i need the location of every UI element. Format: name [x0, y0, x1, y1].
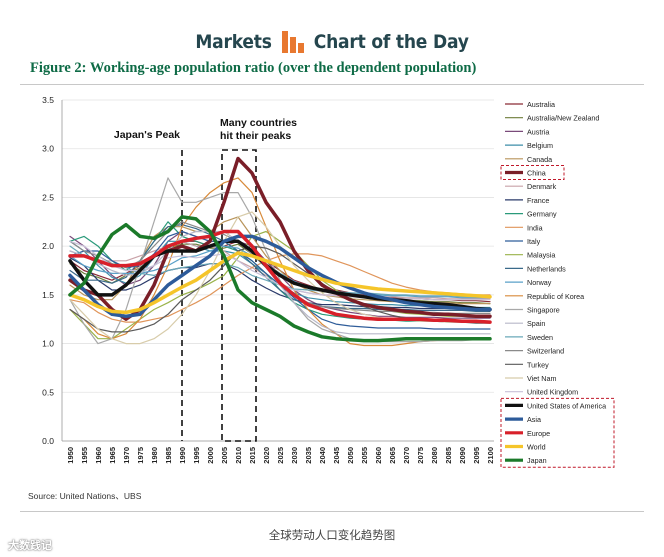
x-tick-label: 2055 — [360, 447, 369, 464]
y-tick-label: 1.0 — [42, 339, 54, 349]
x-tick-label: 2010 — [234, 447, 243, 464]
series-line-singapore — [69, 177, 491, 345]
x-tick-label: 1985 — [164, 447, 173, 464]
legend-label: India — [527, 223, 543, 232]
y-tick-label: 3.5 — [42, 95, 54, 105]
x-tick-label: 2085 — [444, 447, 453, 464]
x-tick-label: 1980 — [150, 447, 159, 464]
legend-label: United States of America — [527, 401, 606, 410]
x-tick-label: 2025 — [276, 447, 285, 464]
legend-label: Canada — [527, 155, 552, 164]
y-tick-label: 2.5 — [42, 192, 54, 202]
x-tick-label: 2045 — [332, 447, 341, 464]
x-tick-label: 1965 — [108, 447, 117, 464]
legend-label: Italy — [527, 237, 541, 246]
legend-label: Spain — [527, 319, 545, 328]
x-tick-label: 1960 — [94, 447, 103, 464]
series-line-world — [68, 251, 492, 315]
legend-label: France — [527, 196, 549, 205]
legend-label: Republic of Korea — [527, 292, 584, 301]
x-tick-label: 2100 — [486, 447, 495, 464]
y-tick-label: 0.0 — [42, 436, 54, 446]
watermark-text: 大数践记 — [8, 539, 52, 552]
bottom-divider — [20, 511, 644, 512]
legend-label: Austria — [527, 127, 549, 136]
bar-chart-logo-icon — [281, 31, 304, 53]
x-tick-label: 2005 — [220, 447, 229, 464]
legend-label: World — [527, 443, 546, 452]
legend-label: United Kingdom — [527, 388, 578, 397]
legend-label: Viet Nam — [527, 374, 556, 383]
legend-label: Japan — [527, 456, 547, 465]
legend-label: Turkey — [527, 360, 549, 369]
legend-highlight-box — [500, 397, 615, 468]
legend-label: Germany — [527, 210, 557, 219]
y-tick-label: 3.0 — [42, 144, 54, 154]
figure-title: Figure 2: Working-age population ratio (… — [30, 60, 477, 76]
x-tick-label: 1970 — [122, 447, 131, 464]
legend-label: Denmark — [527, 182, 557, 191]
source-note: Source: United Nations、UBS — [28, 491, 142, 501]
legend-label: Norway — [527, 278, 552, 287]
series-line-europe — [68, 229, 492, 324]
x-tick-label: 2020 — [262, 447, 271, 464]
x-tick-label: 2000 — [206, 447, 215, 464]
series-line-france — [69, 257, 491, 311]
y-tick-label: 2.0 — [42, 241, 54, 251]
x-tick-label: 2070 — [402, 447, 411, 464]
x-tick-label: 2035 — [304, 447, 313, 464]
legend-label: Netherlands — [527, 264, 566, 273]
legend-label: Sweden — [527, 333, 553, 342]
x-tick-label: 2060 — [374, 447, 383, 464]
chart-of-the-day-banner: Markets Chart of the Day — [0, 22, 664, 62]
series-line-india — [69, 253, 491, 323]
x-tick-label: 2080 — [430, 447, 439, 464]
y-tick-label: 1.5 — [42, 290, 54, 300]
x-tick-label: 1950 — [66, 447, 75, 464]
legend-label: Europe — [527, 429, 550, 438]
x-tick-label: 2030 — [290, 447, 299, 464]
x-tick-label: 1975 — [136, 447, 145, 464]
x-tick-label: 2040 — [318, 447, 327, 464]
legend-label: Switzerland — [527, 347, 564, 356]
legend-label: Singapore — [527, 306, 560, 315]
legend-label: Asia — [527, 415, 541, 424]
x-tick-label: 2095 — [472, 447, 481, 464]
x-tick-label: 2075 — [416, 447, 425, 464]
many-countries-peak-box — [221, 149, 257, 442]
legend-highlight-box — [500, 165, 565, 180]
legend-label: China — [527, 169, 546, 178]
series-line-united-states-of-america — [68, 239, 492, 312]
x-tick-label: 2065 — [388, 447, 397, 464]
x-tick-label: 1995 — [192, 447, 201, 464]
x-tick-label: 1990 — [178, 447, 187, 464]
many-countries-annotation-line1: Many countries — [220, 117, 297, 129]
banner-markets-text: Markets — [195, 31, 272, 53]
x-tick-label: 2015 — [248, 447, 257, 464]
series-line-viet-nam — [69, 211, 491, 345]
image-caption: 全球劳动人口变化趋势图 — [268, 528, 396, 542]
legend-label: Australia — [527, 100, 555, 109]
x-tick-label: 2090 — [458, 447, 467, 464]
legend-label: Australia/New Zealand — [527, 114, 599, 123]
legend-label: Malaysia — [527, 251, 555, 260]
japan-peak-annotation: Japan's Peak — [114, 129, 180, 141]
top-divider — [20, 84, 644, 85]
banner-chart-of-the-day-text: Chart of the Day — [313, 31, 469, 53]
y-tick-label: 0.5 — [42, 387, 54, 397]
x-tick-label: 1955 — [80, 447, 89, 464]
legend-label: Belgium — [527, 141, 553, 150]
series-line-asia — [68, 234, 492, 319]
many-countries-annotation-line2: hit their peaks — [220, 130, 291, 142]
series-line-japan — [68, 215, 492, 343]
x-tick-label: 2050 — [346, 447, 355, 464]
